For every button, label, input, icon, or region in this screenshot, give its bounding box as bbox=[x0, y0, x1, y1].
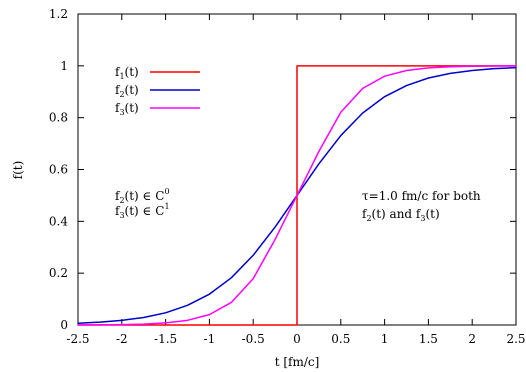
legend-label-f2: f2(t) bbox=[115, 83, 139, 99]
y-tick-label: 0.6 bbox=[49, 163, 68, 177]
legend-label-f1: f1(t) bbox=[115, 65, 139, 81]
x-tick-label: 2 bbox=[468, 332, 476, 346]
continuity-annotation-f3: f3(t) ∈ C1 bbox=[115, 202, 170, 220]
legend: f1(t) f2(t) f3(t) bbox=[115, 65, 200, 117]
legend-label-f3: f3(t) bbox=[115, 101, 139, 117]
x-tick-label: 0 bbox=[293, 332, 301, 346]
x-tick-label: -2.5 bbox=[66, 332, 89, 346]
x-tick-label: 1.5 bbox=[419, 332, 438, 346]
y-axis-label: f(t) bbox=[11, 161, 25, 180]
y-tick-label: 0.2 bbox=[49, 266, 68, 280]
x-axis-label: t [fm/c] bbox=[275, 355, 320, 369]
tau-annotation-line1: τ=1.0 fm/c for both bbox=[362, 189, 481, 203]
x-tick-label: -0.5 bbox=[242, 332, 265, 346]
x-tick-label: -1.5 bbox=[154, 332, 177, 346]
x-tick-label: -1 bbox=[204, 332, 216, 346]
ticks bbox=[77, 13, 517, 326]
tick-labels: -2.5 -2 -1.5 -1 -0.5 0 0.5 1 1.5 2 2.5 0 0.2 0.4 0.6 0.… bbox=[49, 7, 526, 346]
series-lines bbox=[77, 65, 517, 326]
y-tick-label: 0.8 bbox=[49, 111, 68, 125]
y-tick-label: 1.2 bbox=[49, 7, 68, 21]
x-tick-label: 2.5 bbox=[506, 332, 525, 346]
continuity-annotation-f2: f2(t) ∈ C0 bbox=[115, 187, 170, 205]
x-tick-label: 0.5 bbox=[331, 332, 350, 346]
x-tick-label: 1 bbox=[381, 332, 389, 346]
series-line-f3 bbox=[77, 65, 517, 326]
y-tick-label: 0 bbox=[60, 318, 68, 332]
x-tick-label: -2 bbox=[116, 332, 128, 346]
y-tick-label: 1 bbox=[60, 59, 68, 73]
tau-annotation-line2: f2(t) and f3(t) bbox=[362, 207, 440, 223]
y-tick-label: 0.4 bbox=[49, 214, 68, 228]
